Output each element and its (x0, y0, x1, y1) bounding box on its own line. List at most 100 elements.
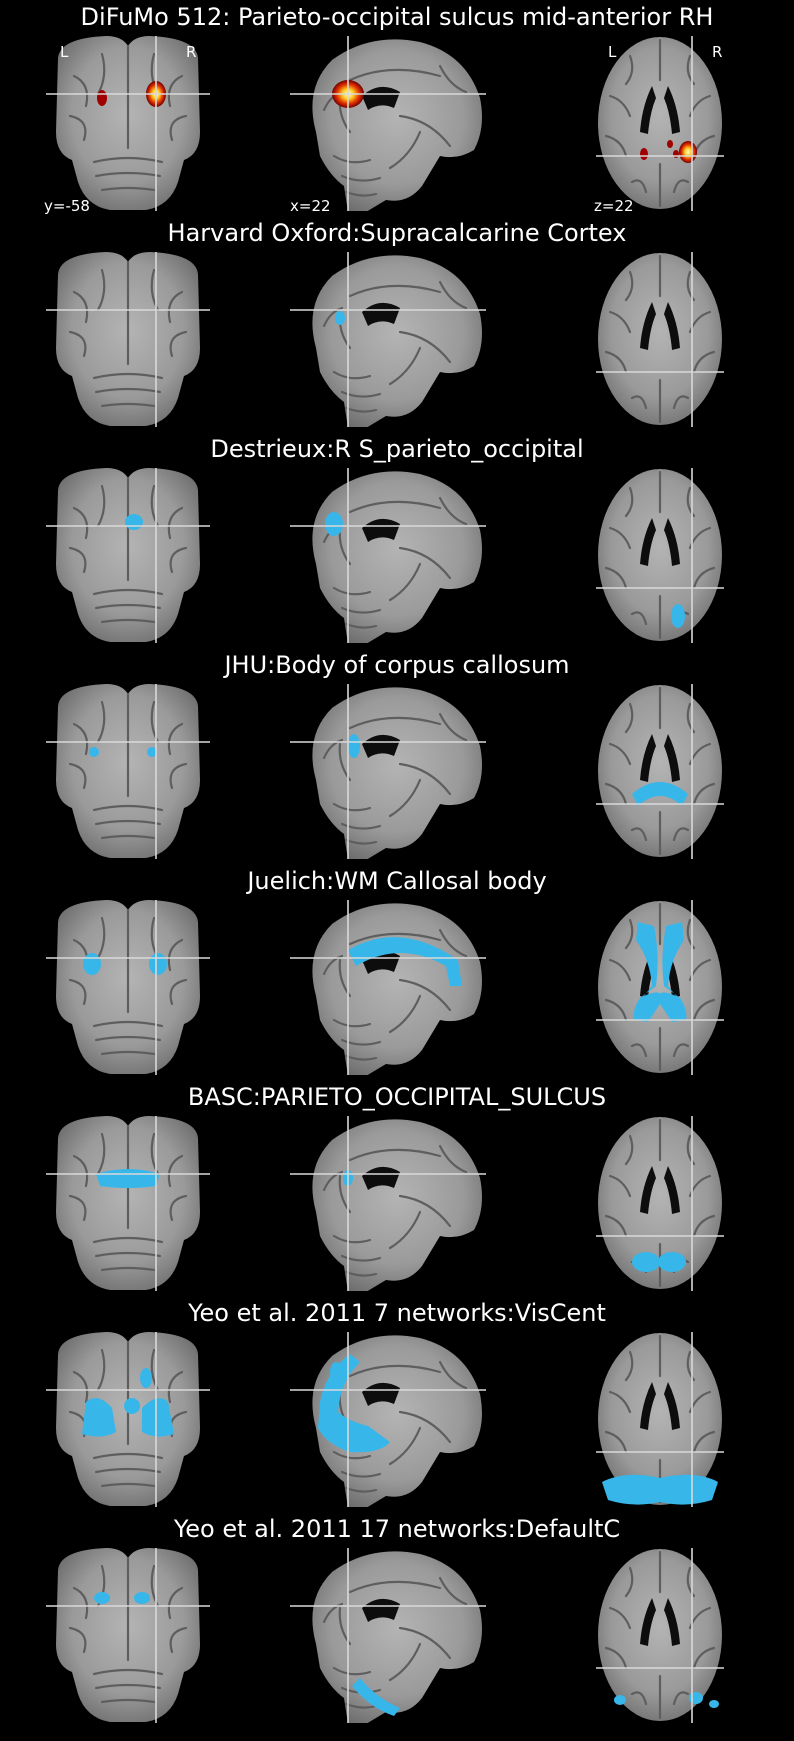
activation-spot (97, 90, 107, 106)
sulcus-line (68, 1626, 87, 1654)
sagittal-coordinate: x=22 (290, 197, 331, 215)
panel-title: BASC:PARIETO_OCCIPITAL_SULCUS (187, 1083, 607, 1111)
sulcus-line (608, 94, 632, 118)
sulcus-line (72, 506, 89, 540)
sulcus-line (340, 1254, 382, 1262)
coronal-view (46, 1332, 210, 1507)
sulcus-line (94, 1035, 162, 1042)
slice-views (0, 684, 794, 859)
sulcus-line (624, 1566, 634, 1598)
sulcus-line (348, 932, 442, 946)
sulcus-line (688, 1390, 712, 1414)
sulcus-line (94, 603, 162, 610)
sagittal-brain-slice (312, 1335, 482, 1507)
sulcus-line (332, 586, 372, 596)
atlas-panel: Juelich:WM Callosal body (0, 864, 794, 1080)
sulcus-line (72, 1586, 89, 1620)
sulcus-line (169, 1626, 188, 1654)
sulcus-line (398, 978, 452, 1012)
sulcus-line (630, 1691, 648, 1706)
atlas-region-overlay (124, 1398, 140, 1414)
sulcus-line (624, 54, 634, 86)
sulcus-line (100, 834, 156, 840)
atlas-region-overlay (709, 1700, 719, 1708)
sulcus-line (604, 782, 628, 806)
sulcus-line (322, 954, 344, 976)
sulcus-line (348, 1148, 442, 1162)
sulcus-line (604, 998, 628, 1022)
coronal-view (46, 1548, 210, 1723)
sulcus-line (340, 1038, 382, 1046)
sulcus-line (94, 387, 162, 394)
lateral-ventricles (640, 734, 680, 782)
sulcus-line (630, 611, 648, 626)
sulcus-line (688, 742, 712, 766)
sulcus-line (332, 802, 372, 812)
sulcus-line (624, 1350, 634, 1382)
sulcus-line (332, 1666, 372, 1676)
sulcus-line (388, 994, 422, 1034)
sulcus-line (604, 1646, 628, 1670)
sulcus-line (169, 978, 188, 1006)
sulcus-line (96, 916, 106, 960)
sulcus-line (100, 1050, 156, 1056)
atlas-panel: BASC:PARIETO_OCCIPITAL_SULCUS (0, 1080, 794, 1296)
sagittal-brain-slice (312, 903, 482, 1075)
panel-title: DiFuMo 512: Parieto-occipital sulcus mid… (80, 3, 714, 31)
sulcus-line (604, 350, 628, 374)
sulcus-line (608, 310, 632, 334)
axial-view (596, 1548, 724, 1723)
left-label-coronal: L (60, 43, 69, 61)
sulcus-line (167, 506, 184, 540)
ventricle (362, 518, 400, 542)
sulcus-line (672, 827, 690, 842)
atlas-region-overlay (658, 1252, 686, 1272)
axial-view (596, 1116, 724, 1291)
left-label-axial: L (608, 43, 617, 61)
atlas-region-overlay (330, 1362, 342, 1382)
sulcus-line (322, 738, 344, 760)
sulcus-line (438, 1144, 468, 1174)
sulcus-line (624, 1134, 634, 1166)
sulcus-line (692, 1430, 716, 1454)
atlas-region-overlay (134, 1592, 150, 1604)
axial-view (596, 900, 724, 1075)
sulcus-line (340, 822, 382, 830)
sagittal-view (290, 1116, 486, 1291)
sulcus-line (398, 546, 452, 580)
right-label-axial: R (712, 43, 723, 61)
sulcus-line (340, 1470, 382, 1478)
sagittal-brain-slice (312, 39, 482, 211)
sulcus-line (604, 566, 628, 590)
atlas-panel: Yeo et al. 2011 7 networks:VisCent (0, 1296, 794, 1512)
panel-title: Yeo et al. 2011 7 networks:VisCent (188, 1299, 606, 1327)
sulcus-line (348, 68, 442, 82)
sulcus-line (398, 1410, 452, 1444)
axial-view (596, 36, 724, 211)
sagittal-brain-slice (312, 255, 482, 427)
sulcus-line (688, 526, 712, 550)
slice-views (0, 900, 794, 1075)
sulcus-line (398, 1626, 452, 1660)
right-label-coronal: R (186, 43, 197, 61)
sulcus-line (672, 1691, 690, 1706)
sagittal-view (290, 900, 486, 1075)
panel-title: Harvard Oxford:Supracalcarine Cortex (167, 219, 627, 247)
atlas-region-overlay (83, 953, 101, 975)
sulcus-line (169, 762, 188, 790)
sulcus-line (96, 484, 106, 528)
sulcus-line (340, 174, 382, 182)
sulcus-line (692, 998, 716, 1022)
sulcus-line (624, 702, 634, 734)
sulcus-line (608, 742, 632, 766)
lateral-ventricles (640, 1382, 680, 1430)
sulcus-line (348, 1364, 442, 1378)
sulcus-line (672, 179, 690, 194)
activation-spot (673, 150, 679, 158)
sulcus-line (100, 1482, 156, 1488)
panel-title: Juelich:WM Callosal body (247, 867, 547, 895)
sulcus-line (72, 290, 89, 324)
sulcus-line (438, 496, 468, 526)
sulcus-line (438, 280, 468, 310)
atlas-region-overlay (325, 512, 343, 536)
